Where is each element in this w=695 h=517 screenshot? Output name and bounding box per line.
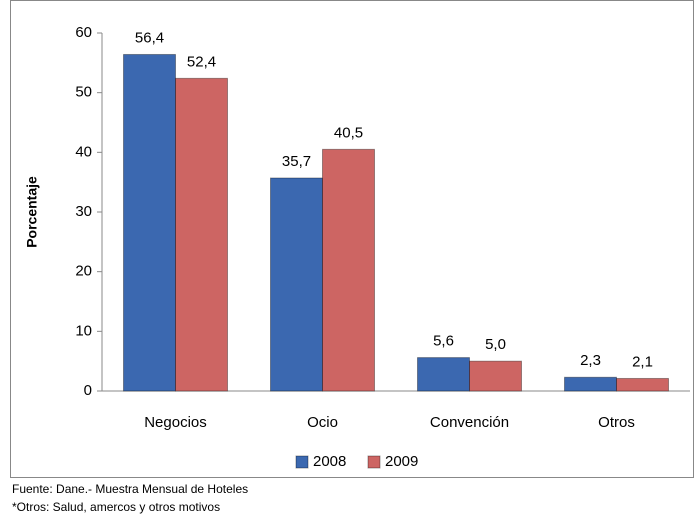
bar (175, 77, 228, 392)
footnote: *Otros: Salud, amercos y otros motivos (12, 500, 220, 514)
value-label: 35,7 (282, 153, 311, 170)
value-label: 2,3 (580, 352, 601, 369)
y-axis-title: Porcentaje (24, 176, 40, 248)
x-tick-label: Negocios (144, 414, 207, 431)
y-tick-label: 30 (75, 203, 92, 220)
x-tick-label: Otros (598, 414, 635, 431)
bar (270, 177, 323, 392)
value-label: 2,1 (632, 353, 653, 370)
bar (322, 148, 375, 392)
bar (616, 377, 669, 392)
bar (123, 53, 176, 392)
legend-label: 2008 (313, 453, 346, 470)
value-label: 5,0 (485, 336, 506, 353)
bar (469, 360, 522, 392)
y-tick-label: 0 (84, 382, 92, 399)
bar (417, 357, 470, 392)
legend-swatch (367, 455, 381, 469)
legend-swatch (295, 455, 309, 469)
x-tick-label: Ocio (307, 414, 338, 431)
value-label: 5,6 (433, 333, 454, 350)
y-tick-label: 60 (75, 24, 92, 41)
bar (564, 376, 617, 392)
value-label: 56,4 (135, 29, 164, 46)
footnote: Fuente: Dane.- Muestra Mensual de Hotele… (12, 482, 248, 496)
value-label: 40,5 (334, 124, 363, 141)
x-tick-label: Convención (430, 414, 509, 431)
y-tick-label: 10 (75, 322, 92, 339)
y-tick-label: 20 (75, 263, 92, 280)
value-label: 52,4 (187, 53, 216, 70)
legend-label: 2009 (385, 453, 418, 470)
y-tick-label: 40 (75, 143, 92, 160)
y-tick-label: 50 (75, 84, 92, 101)
